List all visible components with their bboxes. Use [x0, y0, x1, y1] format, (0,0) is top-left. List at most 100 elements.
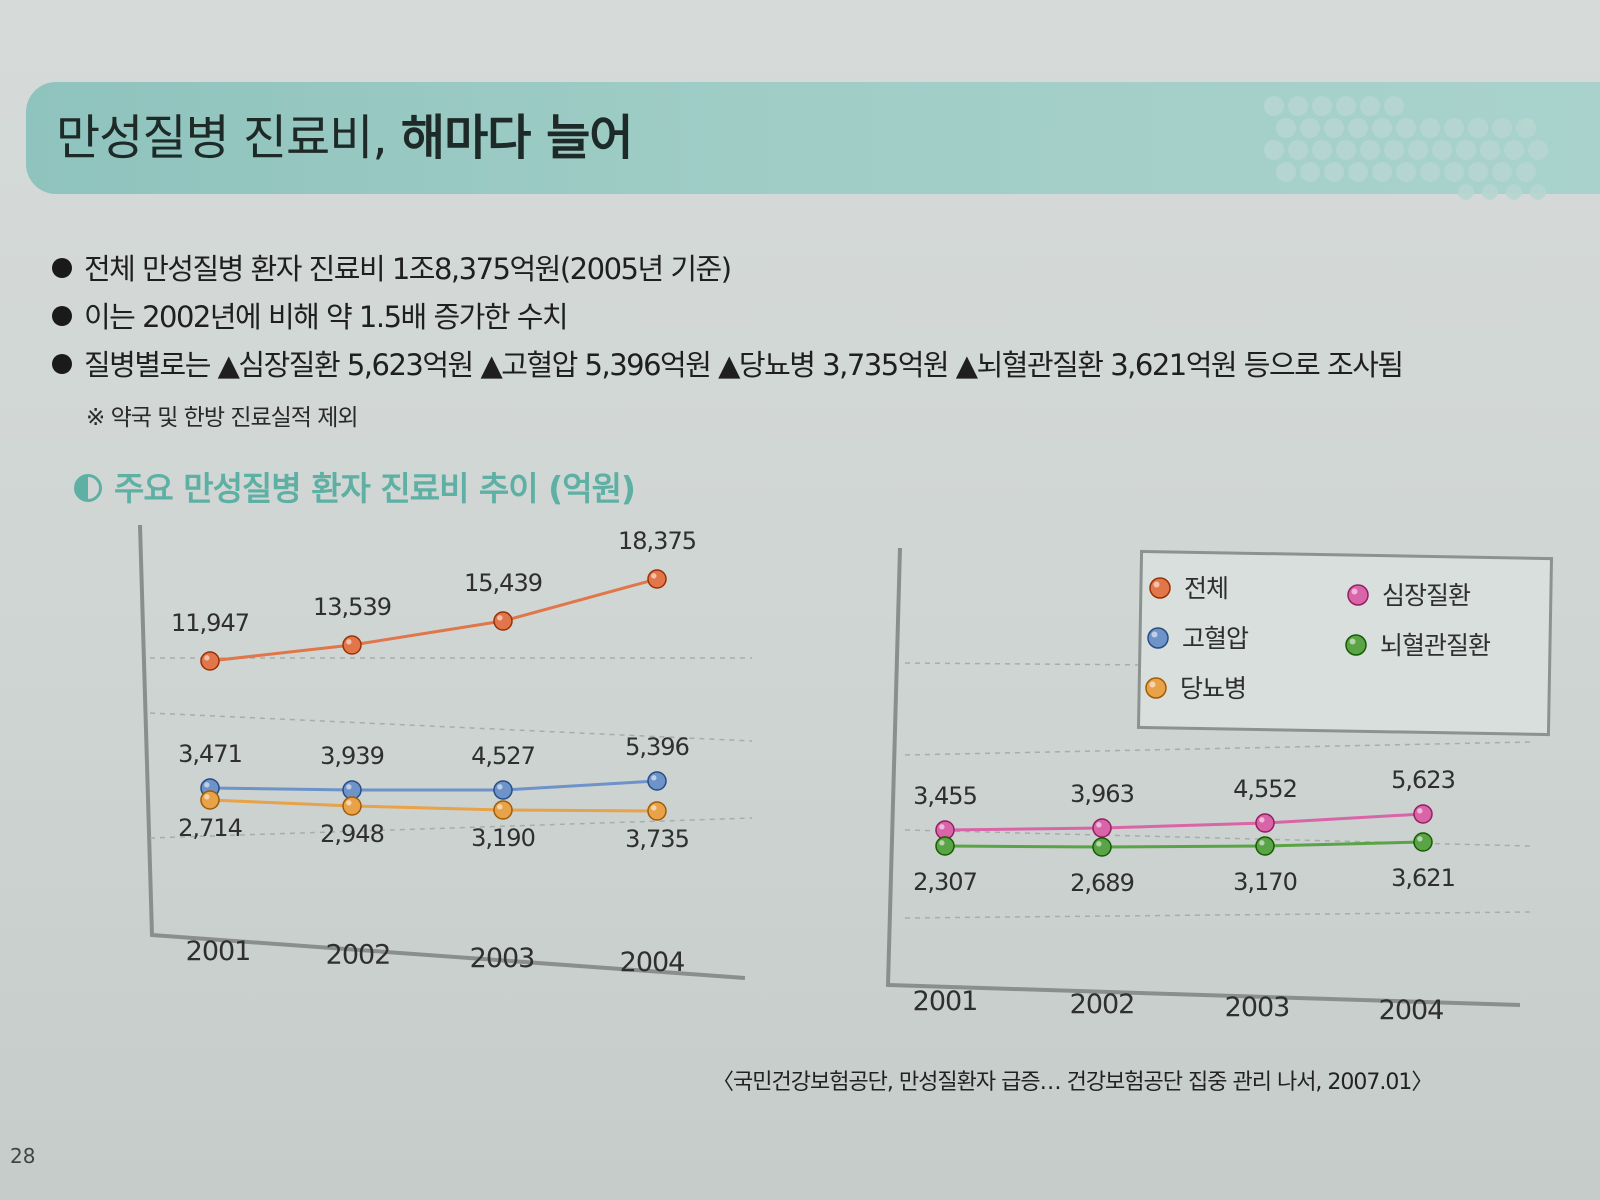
legend-marker-당뇨병 — [1145, 677, 1167, 699]
data-label-당뇨병: 2,714 — [178, 814, 242, 842]
data-point-당뇨병 — [647, 801, 667, 821]
data-point-전체-highlight — [346, 639, 352, 645]
data-point-심장질환-highlight — [1259, 817, 1265, 823]
data-label-당뇨병: 3,735 — [625, 825, 689, 853]
half-circle-icon — [74, 473, 102, 502]
data-point-고혈압 — [647, 771, 667, 791]
data-label-고혈압: 4,527 — [471, 742, 535, 770]
data-point-당뇨병 — [200, 790, 220, 810]
data-label-고혈압: 3,939 — [320, 742, 384, 770]
series-line-전체 — [209, 577, 658, 663]
data-point-심장질환 — [1092, 818, 1112, 838]
x-tick-label: 2004 — [620, 947, 685, 978]
data-point-뇌혈관질환-highlight — [939, 840, 945, 846]
data-point-고혈압-highlight — [346, 784, 352, 790]
legend-marker-당뇨병-highlight — [1149, 681, 1156, 688]
data-point-심장질환 — [1413, 804, 1433, 824]
data-label-당뇨병: 2,948 — [320, 820, 384, 848]
series-line-심장질환 — [944, 812, 1424, 832]
data-point-고혈압 — [493, 780, 513, 800]
data-point-뇌혈관질환-highlight — [1259, 840, 1265, 846]
legend-marker-전체-highlight — [1153, 581, 1160, 588]
data-label-뇌혈관질환: 2,689 — [1070, 869, 1134, 897]
data-point-전체-highlight — [651, 573, 657, 579]
chart-marks: 11,947 13,539 15,439 18,375 3,471 3,939 4,527 5… — [171, 527, 1456, 1026]
data-point-고혈압-highlight — [497, 784, 503, 790]
data-label-심장질환: 3,963 — [1070, 780, 1134, 808]
page-number: 28 — [10, 1144, 36, 1168]
bullet-item: 전체 만성질병 환자 진료비 1조8,375억원(2005년 기준) — [52, 246, 732, 288]
legend-marker-전체 — [1149, 577, 1171, 599]
data-point-전체 — [200, 651, 220, 671]
x-tick-label: 2003 — [1225, 992, 1290, 1023]
legend-marker-고혈압 — [1147, 627, 1169, 649]
source-citation: 〈국민건강보험공단, 만성질환자 급증… 건강보험공단 집중 관리 나서, 20… — [712, 1070, 1433, 1095]
bullet-dot-icon — [52, 354, 72, 374]
data-point-심장질환-highlight — [939, 824, 945, 830]
legend-marker-심장질환-highlight — [1351, 588, 1358, 595]
series-line-고혈압 — [209, 779, 658, 792]
legend-marker-심장질환 — [1347, 584, 1369, 606]
right-chart-axes — [885, 547, 1521, 1007]
data-point-당뇨병 — [493, 800, 513, 820]
x-tick-label: 2001 — [186, 936, 251, 967]
data-label-당뇨병: 3,190 — [471, 824, 535, 852]
legend-label-고혈압: 고혈압 — [1182, 624, 1249, 653]
data-point-뇌혈관질환 — [1413, 832, 1433, 852]
x-tick-label: 2002 — [1070, 989, 1135, 1020]
legend-label-전체: 전체 — [1184, 574, 1228, 603]
data-point-뇌혈관질환 — [935, 836, 955, 856]
data-label-전체: 15,439 — [464, 569, 542, 597]
x-tick-label: 2002 — [326, 940, 391, 971]
legend-marker-뇌혈관질환-highlight — [1349, 638, 1356, 645]
data-point-뇌혈관질환 — [1092, 837, 1112, 857]
x-tick-label: 2003 — [470, 943, 535, 974]
title-bold: 해마다 늘어 — [400, 110, 634, 166]
data-point-전체-highlight — [497, 615, 503, 621]
data-point-당뇨병 — [342, 796, 362, 816]
footnote: ※ 약국 및 한방 진료실적 제외 — [86, 405, 359, 431]
data-label-고혈압: 3,471 — [178, 740, 242, 768]
data-point-전체-highlight — [204, 655, 210, 661]
data-point-심장질환-highlight — [1096, 822, 1102, 828]
left-chart-axes — [138, 524, 746, 980]
data-point-뇌혈관질환-highlight — [1096, 841, 1102, 847]
data-point-당뇨병-highlight — [651, 805, 657, 811]
title-regular: 만성질병 진료비, — [56, 110, 388, 166]
chart-subtitle: 주요 만성질병 환자 진료비 추이 (억원) — [74, 462, 636, 510]
legend-marker-뇌혈관질환 — [1345, 634, 1367, 656]
data-point-전체 — [493, 611, 513, 631]
data-label-전체: 18,375 — [618, 527, 696, 555]
data-point-고혈압-highlight — [651, 775, 657, 781]
legend-label-당뇨병: 당뇨병 — [1180, 674, 1246, 703]
data-point-뇌혈관질환-highlight — [1417, 836, 1423, 842]
bullet-item: 질병별로는 ▲심장질환 5,623억원 ▲고혈압 5,396억원 ▲당뇨병 3,… — [52, 342, 1404, 384]
data-label-심장질환: 4,552 — [1233, 775, 1297, 803]
hexagon-pattern-icon — [1264, 96, 1548, 200]
x-tick-label: 2004 — [1379, 995, 1444, 1026]
legend-label-뇌혈관질환: 뇌혈관질환 — [1380, 631, 1491, 660]
page-title: 만성질병 진료비, 해마다 늘어 — [56, 98, 634, 168]
x-tick-label: 2001 — [913, 986, 978, 1017]
data-label-고혈압: 5,396 — [625, 733, 689, 761]
data-point-전체 — [342, 635, 362, 655]
data-point-심장질환-highlight — [1417, 808, 1423, 814]
data-label-전체: 11,947 — [171, 609, 249, 637]
series-line-당뇨병 — [209, 798, 658, 813]
legend-marker-고혈압-highlight — [1151, 631, 1158, 638]
left-chart-gridlines — [149, 657, 753, 839]
series-line-뇌혈관질환 — [944, 840, 1424, 849]
data-point-뇌혈관질환 — [1255, 836, 1275, 856]
data-point-당뇨병-highlight — [204, 794, 210, 800]
data-label-전체: 13,539 — [313, 593, 391, 621]
data-point-당뇨병-highlight — [497, 804, 503, 810]
data-label-심장질환: 3,455 — [913, 782, 977, 810]
bullet-dot-icon — [52, 306, 72, 326]
bullet-dot-icon — [52, 258, 72, 278]
data-point-고혈압-highlight — [204, 782, 210, 788]
data-point-전체 — [647, 569, 667, 589]
data-label-뇌혈관질환: 2,307 — [913, 868, 977, 896]
data-point-당뇨병-highlight — [346, 800, 352, 806]
data-label-뇌혈관질환: 3,621 — [1391, 864, 1455, 892]
